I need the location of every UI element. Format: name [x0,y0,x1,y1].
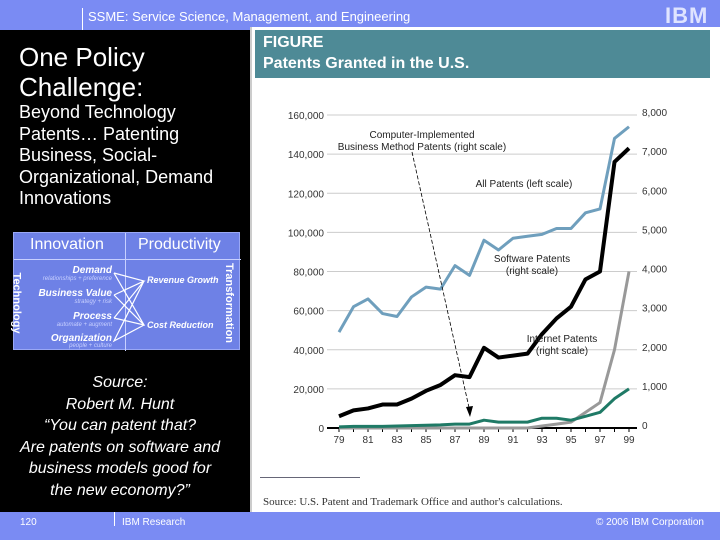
left-panel: One Policy Challenge: Beyond Technology … [0,30,250,512]
right-tick-label: 7,000 [642,147,667,158]
source-line: business models good for [28,460,212,477]
left-tick-label: 120,000 [288,189,325,200]
annotation-label: Computer-Implemented [369,130,474,141]
diagram-item-demand: Demand [72,265,112,276]
x-tick-label: 79 [333,435,345,446]
right-tick-label: 0 [642,421,648,432]
right-tick-label: 4,000 [642,265,667,276]
diagram-item-demand-sub: relationships + preference [42,276,112,282]
divider [14,259,241,260]
patents-chart: 0 20,000 40,000 60,000 80,000 100,000 120,000 1… [288,108,668,446]
x-tick-label: 81 [362,435,374,446]
right-tick-label: 3,000 [642,304,667,315]
left-tick-label: 40,000 [293,346,324,357]
page-number: 120 [20,517,37,528]
x-tick-label: 85 [420,435,432,446]
left-tick-label: 160,000 [288,111,325,122]
right-tick-label: 1,000 [642,382,667,393]
source-line: “You can patent that? [43,417,197,434]
divider [260,477,360,478]
footer-copyright: © 2006 IBM Corporation [596,517,704,528]
diagram-item-business-value: Business Value [38,288,112,299]
ibm-logo: IBM [665,3,715,28]
diagram-outcome-revenue: Revenue Growth [147,275,219,285]
x-tick-label: 93 [536,435,548,446]
x-tick-label: 91 [507,435,519,446]
left-tick-label: 60,000 [293,307,324,318]
annotation-label: Business Method Patents (right scale) [338,142,506,153]
annotation-label: All Patents (left scale) [476,179,573,190]
source-line: the new economy?” [50,481,190,499]
figure-panel: FIGURE Patents Granted in the U.S. 0 20,0… [250,27,720,512]
diagram-connectors [112,272,146,343]
header-divider [82,8,83,30]
diagram-item-process: Process [73,311,112,322]
right-tick-label: 5,000 [642,225,667,236]
arrowhead [466,406,473,417]
source-citation: Source: Robert M. Hunt “You can patent t… [0,372,240,501]
slide-title: One Policy Challenge: [19,42,145,102]
header-title: SSME: Service Science, Management, and E… [88,9,411,24]
left-tick-label: 20,000 [293,385,324,396]
diagram-outcome-cost: Cost Reduction [147,320,214,330]
series-line-0 [337,125,630,333]
x-tick-label: 95 [565,435,577,446]
diagram-item-organization-sub: people + culture [69,343,112,349]
right-tick-label: 6,000 [642,186,667,197]
right-tick-label: 2,000 [642,343,667,354]
footer-divider [114,512,115,526]
x-tick-label: 83 [391,435,403,446]
source-line: Source: [92,374,148,391]
x-tick-label: 97 [594,435,606,446]
right-tick-label: 8,000 [642,108,667,119]
source-line: Are patents on software and [19,438,221,456]
annotation-label: Internet Patents [527,334,598,345]
left-tick-label: 140,000 [288,150,325,161]
header-bar: SSME: Service Science, Management, and E… [0,0,720,30]
x-tick-label: 99 [623,435,635,446]
left-tick-label: 100,000 [288,228,325,239]
annotation-label: (right scale) [506,266,558,277]
annotation-label: (right scale) [536,346,588,357]
annotation-arrow [411,151,471,413]
figure-label: FIGURE [263,34,324,51]
innovation-productivity-diagram: Innovation Productivity Technology Trans… [10,232,241,351]
figure-title: Patents Granted in the U.S. [263,55,470,72]
diagram-item-process-sub: automate + augment [56,322,112,328]
slide-subtitle: Beyond Technology Patents… Patenting Bus… [19,102,214,208]
figure-header: FIGURE Patents Granted in the U.S. [255,30,710,78]
annotation-label: Software Patents [494,254,570,265]
diagram-col-productivity: Productivity [138,236,221,253]
diagram-col-innovation: Innovation [30,236,104,253]
left-tick-label: 0 [318,424,324,435]
footer-bar: 120 IBM Research © 2006 IBM Corporation [0,512,720,540]
x-tick-label: 89 [478,435,490,446]
footer-org: IBM Research [122,517,186,528]
series-line-3 [338,387,630,429]
diagram-item-business-value-sub: strategy + risk [74,299,112,305]
x-tick-label: 87 [449,435,461,446]
left-tick-label: 80,000 [293,268,324,279]
figure-source: Source: U.S. Patent and Trademark Office… [263,496,563,508]
diagram-item-organization: Organization [50,333,112,344]
source-line: Robert M. Hunt [65,395,175,413]
